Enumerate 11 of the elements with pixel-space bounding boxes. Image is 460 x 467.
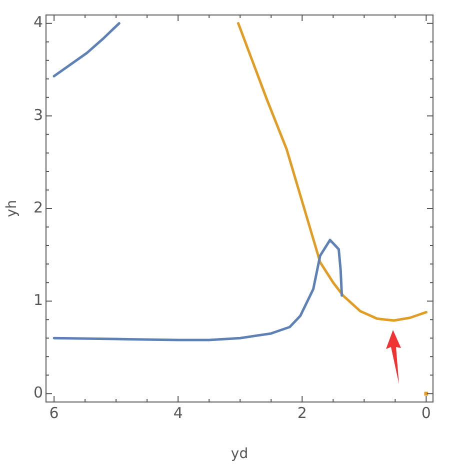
x-tick-label: 2 (297, 404, 307, 422)
x-tick-label: 0 (421, 404, 431, 422)
y-tick-label: 3 (33, 106, 43, 124)
y-axis-title: yh (4, 200, 20, 218)
y-tick-label: 1 (33, 290, 43, 309)
x-tick-label: 4 (173, 404, 183, 422)
y-tick-label: 2 (33, 198, 43, 216)
x-axis-title: yd (230, 446, 248, 462)
y-tick-label: 4 (33, 13, 43, 32)
y-tick-label: 0 (33, 384, 43, 402)
x-tick-label: 6 (49, 404, 59, 422)
